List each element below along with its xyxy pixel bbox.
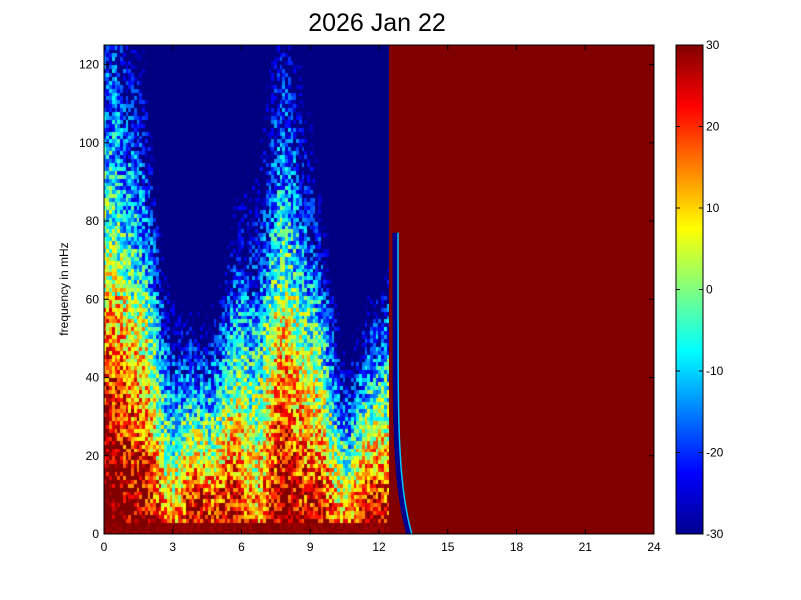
chart-title: 2026 Jan 22 [308,9,446,37]
y-axis-label: frequency in mHz [57,242,71,335]
x-tick-label: 6 [238,540,245,554]
heatmap-data-cells [104,45,389,534]
x-tick-label: 18 [510,540,524,554]
y-tick-label: 40 [86,371,100,385]
colorbar-axis: -30 -20 -10 0 10 20 30 [676,38,724,541]
y-tick-label: 120 [79,58,99,72]
x-axis: 0 3 6 9 12 15 18 21 24 [101,45,661,554]
colorbar-tick-label: -20 [706,446,724,460]
colorbar-tick-label: 0 [706,283,713,297]
colorbar-tick-label: 20 [706,120,720,134]
x-tick-label: 21 [579,540,593,554]
x-tick-label: 15 [441,540,455,554]
x-tick-label: 0 [101,540,108,554]
heatmap-edge-artifact-highlight [397,232,413,535]
colorbar-tick-label: 30 [706,38,720,52]
x-tick-label: 9 [307,540,314,554]
colorbar [675,44,704,535]
y-tick-label: 100 [79,136,99,150]
x-tick-label: 3 [169,540,176,554]
colorbar-tick-label: 10 [706,201,720,215]
y-tick-label: 60 [86,292,100,306]
x-tick-label: 24 [647,540,661,554]
heatmap-edge-artifact [392,232,412,535]
heatmap-area [104,45,654,535]
x-tick-label: 12 [372,540,386,554]
colorbar-tick-label: -10 [706,364,724,378]
y-tick-label: 20 [86,449,100,463]
y-axis: 0 20 40 60 80 100 120 [79,58,654,541]
y-tick-label: 80 [86,214,100,228]
heatmap-saturated-region [388,45,654,534]
colorbar-tick-label: -30 [706,527,724,541]
y-tick-label: 0 [92,527,99,541]
